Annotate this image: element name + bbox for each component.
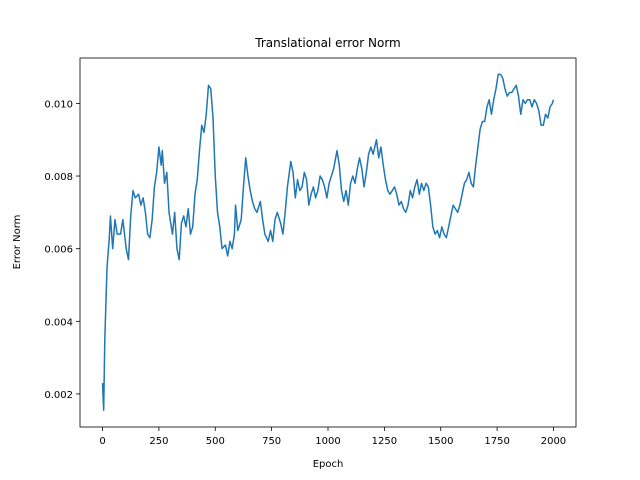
x-tick-label: 1500 — [428, 436, 453, 447]
x-tick-label: 2000 — [541, 436, 566, 447]
x-axis-label: Epoch — [313, 459, 344, 470]
y-tick-label: 0.006 — [44, 245, 73, 256]
x-tick-label: 1000 — [315, 436, 340, 447]
x-tick-label: 500 — [206, 436, 225, 447]
y-tick-label: 0.008 — [44, 172, 73, 183]
x-tick-label: 0 — [99, 436, 105, 447]
y-tick-label: 0.004 — [44, 317, 73, 328]
x-tick-label: 1250 — [372, 436, 397, 447]
x-tick-label: 1750 — [484, 436, 509, 447]
y-tick-label: 0.010 — [44, 99, 73, 110]
x-tick-label: 250 — [149, 436, 168, 447]
y-axis-label: Error Norm — [12, 215, 23, 270]
data-line — [101, 73, 555, 412]
chart-title: Translational error Norm — [254, 36, 400, 50]
x-tick-label: 750 — [262, 436, 281, 447]
plot-frame — [79, 57, 577, 428]
y-tick-label: 0.002 — [44, 390, 73, 401]
